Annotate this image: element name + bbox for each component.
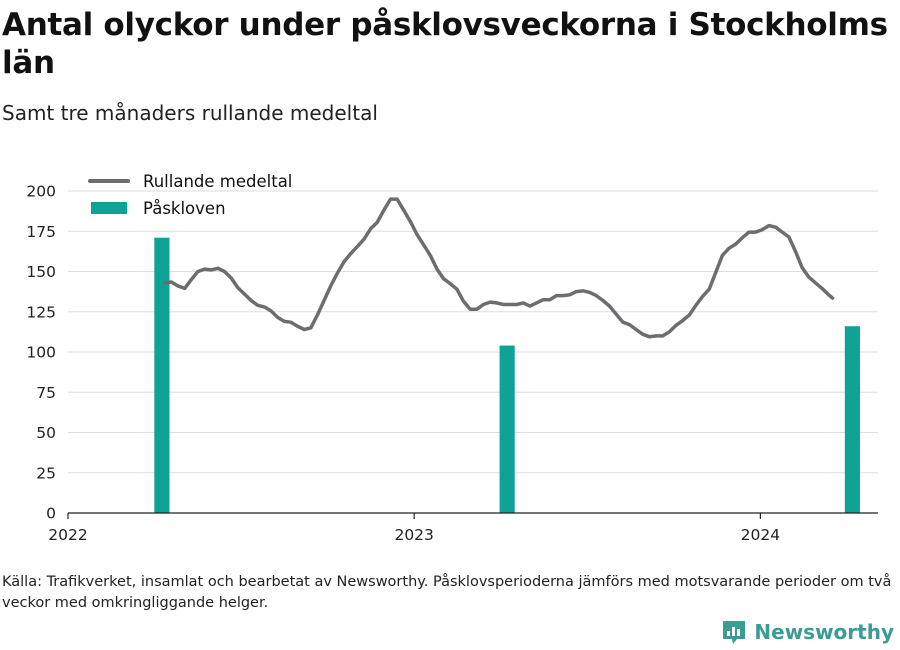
bar bbox=[154, 237, 170, 513]
x-tick-label: 2023 bbox=[394, 526, 433, 544]
y-tick-label: 50 bbox=[36, 424, 56, 442]
bar bbox=[844, 326, 860, 513]
line-layer bbox=[162, 197, 835, 339]
chart-title: Antal olyckor under påsklovsveckorna i S… bbox=[2, 7, 888, 81]
legend-label: Påskloven bbox=[143, 199, 226, 218]
source-note: Källa: Trafikverket, insamlat och bearbe… bbox=[2, 574, 892, 611]
y-tick-label: 25 bbox=[36, 464, 56, 482]
series-line bbox=[162, 197, 835, 339]
x-tick-label: 2022 bbox=[48, 526, 87, 544]
bar-layer bbox=[154, 237, 860, 513]
accident-chart: 0 25 50 75 100 125 150 175 200 2022 2023 2024 Rulla… bbox=[26, 172, 878, 544]
y-tick-label: 125 bbox=[26, 303, 56, 321]
legend-label: Rullande medeltal bbox=[143, 172, 292, 191]
y-tick-label: 200 bbox=[26, 183, 56, 201]
y-tick-label: 75 bbox=[36, 384, 56, 402]
legend: Rullande medeltal Påskloven bbox=[88, 172, 292, 218]
y-tick-label: 0 bbox=[46, 505, 56, 523]
y-tick-label: 175 bbox=[26, 223, 56, 241]
bar bbox=[499, 345, 515, 513]
axis-layer: 0 25 50 75 100 125 150 175 200 2022 2023 2024 bbox=[26, 183, 878, 544]
brand-logo[interactable]: Newsworthy bbox=[720, 618, 894, 646]
chart-subtitle: Samt tre månaders rullande medeltal bbox=[2, 101, 378, 125]
y-tick-label: 100 bbox=[26, 344, 56, 362]
y-tick-label: 150 bbox=[26, 263, 56, 281]
legend-bar-swatch bbox=[91, 202, 127, 214]
brand-name: Newsworthy bbox=[754, 620, 894, 644]
newsworthy-logo-icon bbox=[723, 621, 746, 644]
x-tick-label: 2024 bbox=[741, 526, 780, 544]
